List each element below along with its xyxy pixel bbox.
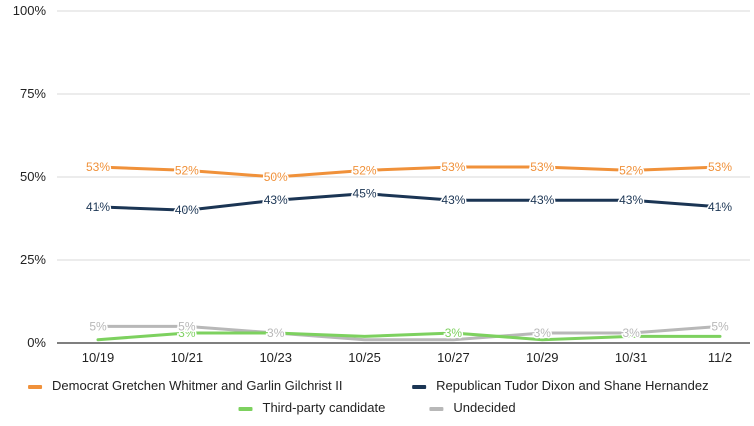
series-line	[96, 192, 722, 212]
x-tick-label: 10/19	[82, 350, 115, 365]
data-label: 41%	[708, 200, 732, 214]
legend-swatch	[429, 407, 444, 411]
legend-swatch	[412, 385, 427, 389]
series-line	[96, 165, 722, 179]
legend-swatch	[28, 385, 43, 389]
data-label: 45%	[353, 187, 377, 201]
data-label: 3%	[445, 326, 463, 340]
y-tick-label: 25%	[20, 252, 46, 267]
data-label: 52%	[175, 163, 199, 177]
x-tick-label: 10/23	[259, 350, 292, 365]
data-label: 3%	[178, 326, 196, 340]
data-label: 53%	[530, 160, 554, 174]
legend-label: Republican Tudor Dixon and Shane Hernand…	[436, 378, 708, 393]
data-label: 43%	[441, 193, 465, 207]
data-labels: 53% 52% 50% 52% 53% 53% 52% 53% 41% 40% 43% 45% 43% 4…	[84, 159, 733, 342]
data-label: 53%	[708, 160, 732, 174]
data-label: 3%	[267, 326, 285, 340]
data-label: 50%	[264, 170, 288, 184]
series-line	[96, 331, 722, 342]
x-tick-label: 11/2	[708, 350, 732, 365]
y-tick-label: 75%	[20, 86, 46, 101]
data-label: 3%	[622, 326, 640, 340]
data-label: 5%	[178, 319, 196, 333]
legend-swatch	[238, 407, 253, 411]
x-tick-label: 10/21	[171, 350, 204, 365]
axes: 0% 25% 50% 75% 100% 10/19 10/21 10/23 10/25 10/27…	[13, 3, 732, 365]
legend-label: Undecided	[453, 400, 515, 415]
data-label: 5%	[711, 319, 729, 333]
x-tick-label: 10/29	[526, 350, 559, 365]
series-line	[96, 324, 722, 342]
data-label: 53%	[86, 160, 110, 174]
data-label: 41%	[86, 200, 110, 214]
legend-label: Third-party candidate	[263, 400, 386, 415]
legend-label: Democrat Gretchen Whitmer and Garlin Gil…	[52, 378, 342, 393]
x-tick-label: 10/27	[437, 350, 470, 365]
y-tick-label: 100%	[13, 3, 47, 18]
data-label: 43%	[530, 193, 554, 207]
data-label: 40%	[175, 203, 199, 217]
series-lines	[96, 165, 722, 342]
data-label: 43%	[264, 193, 288, 207]
data-label: 5%	[89, 319, 107, 333]
gridlines	[57, 10, 750, 344]
x-tick-label: 10/31	[615, 350, 648, 365]
data-label: 43%	[619, 193, 643, 207]
data-label: 52%	[619, 163, 643, 177]
x-tick-label: 10/25	[348, 350, 381, 365]
data-label: 53%	[441, 160, 465, 174]
y-tick-label: 50%	[20, 169, 46, 184]
legend: Democrat Gretchen Whitmer and Garlin Gil…	[28, 378, 709, 415]
data-label: 52%	[353, 163, 377, 177]
data-label: 3%	[534, 326, 552, 340]
y-tick-label: 0%	[27, 335, 46, 350]
